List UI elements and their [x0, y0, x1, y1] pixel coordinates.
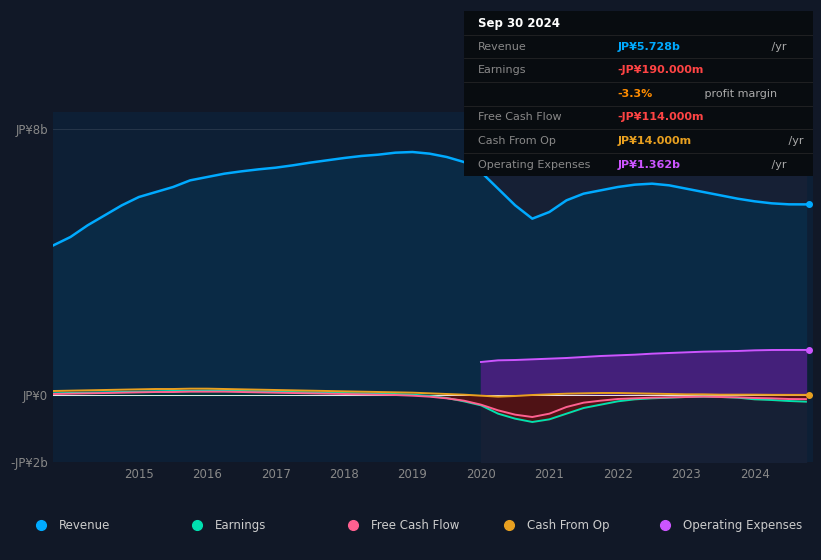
Text: profit margin: profit margin	[701, 89, 777, 99]
Text: /yr: /yr	[768, 160, 787, 170]
Text: Free Cash Flow: Free Cash Flow	[478, 113, 562, 123]
Text: Operating Expenses: Operating Expenses	[478, 160, 590, 170]
Text: Earnings: Earnings	[215, 519, 267, 531]
Text: /yr: /yr	[785, 136, 804, 146]
Text: Operating Expenses: Operating Expenses	[683, 519, 802, 531]
Text: -3.3%: -3.3%	[617, 89, 653, 99]
Text: JP¥5.728b: JP¥5.728b	[617, 41, 681, 52]
Text: Revenue: Revenue	[478, 41, 526, 52]
Text: Free Cash Flow: Free Cash Flow	[371, 519, 460, 531]
Text: Earnings: Earnings	[478, 65, 526, 75]
Text: JP¥14.000m: JP¥14.000m	[617, 136, 691, 146]
Text: Revenue: Revenue	[59, 519, 111, 531]
Text: JP¥1.362b: JP¥1.362b	[617, 160, 681, 170]
Text: Cash From Op: Cash From Op	[527, 519, 609, 531]
Text: -JP¥114.000m: -JP¥114.000m	[617, 113, 704, 123]
Text: /yr: /yr	[768, 41, 787, 52]
Text: Cash From Op: Cash From Op	[478, 136, 556, 146]
Text: /yr: /yr	[819, 65, 821, 75]
Text: -JP¥190.000m: -JP¥190.000m	[617, 65, 704, 75]
Text: Sep 30 2024: Sep 30 2024	[478, 16, 560, 30]
Text: /yr: /yr	[819, 113, 821, 123]
